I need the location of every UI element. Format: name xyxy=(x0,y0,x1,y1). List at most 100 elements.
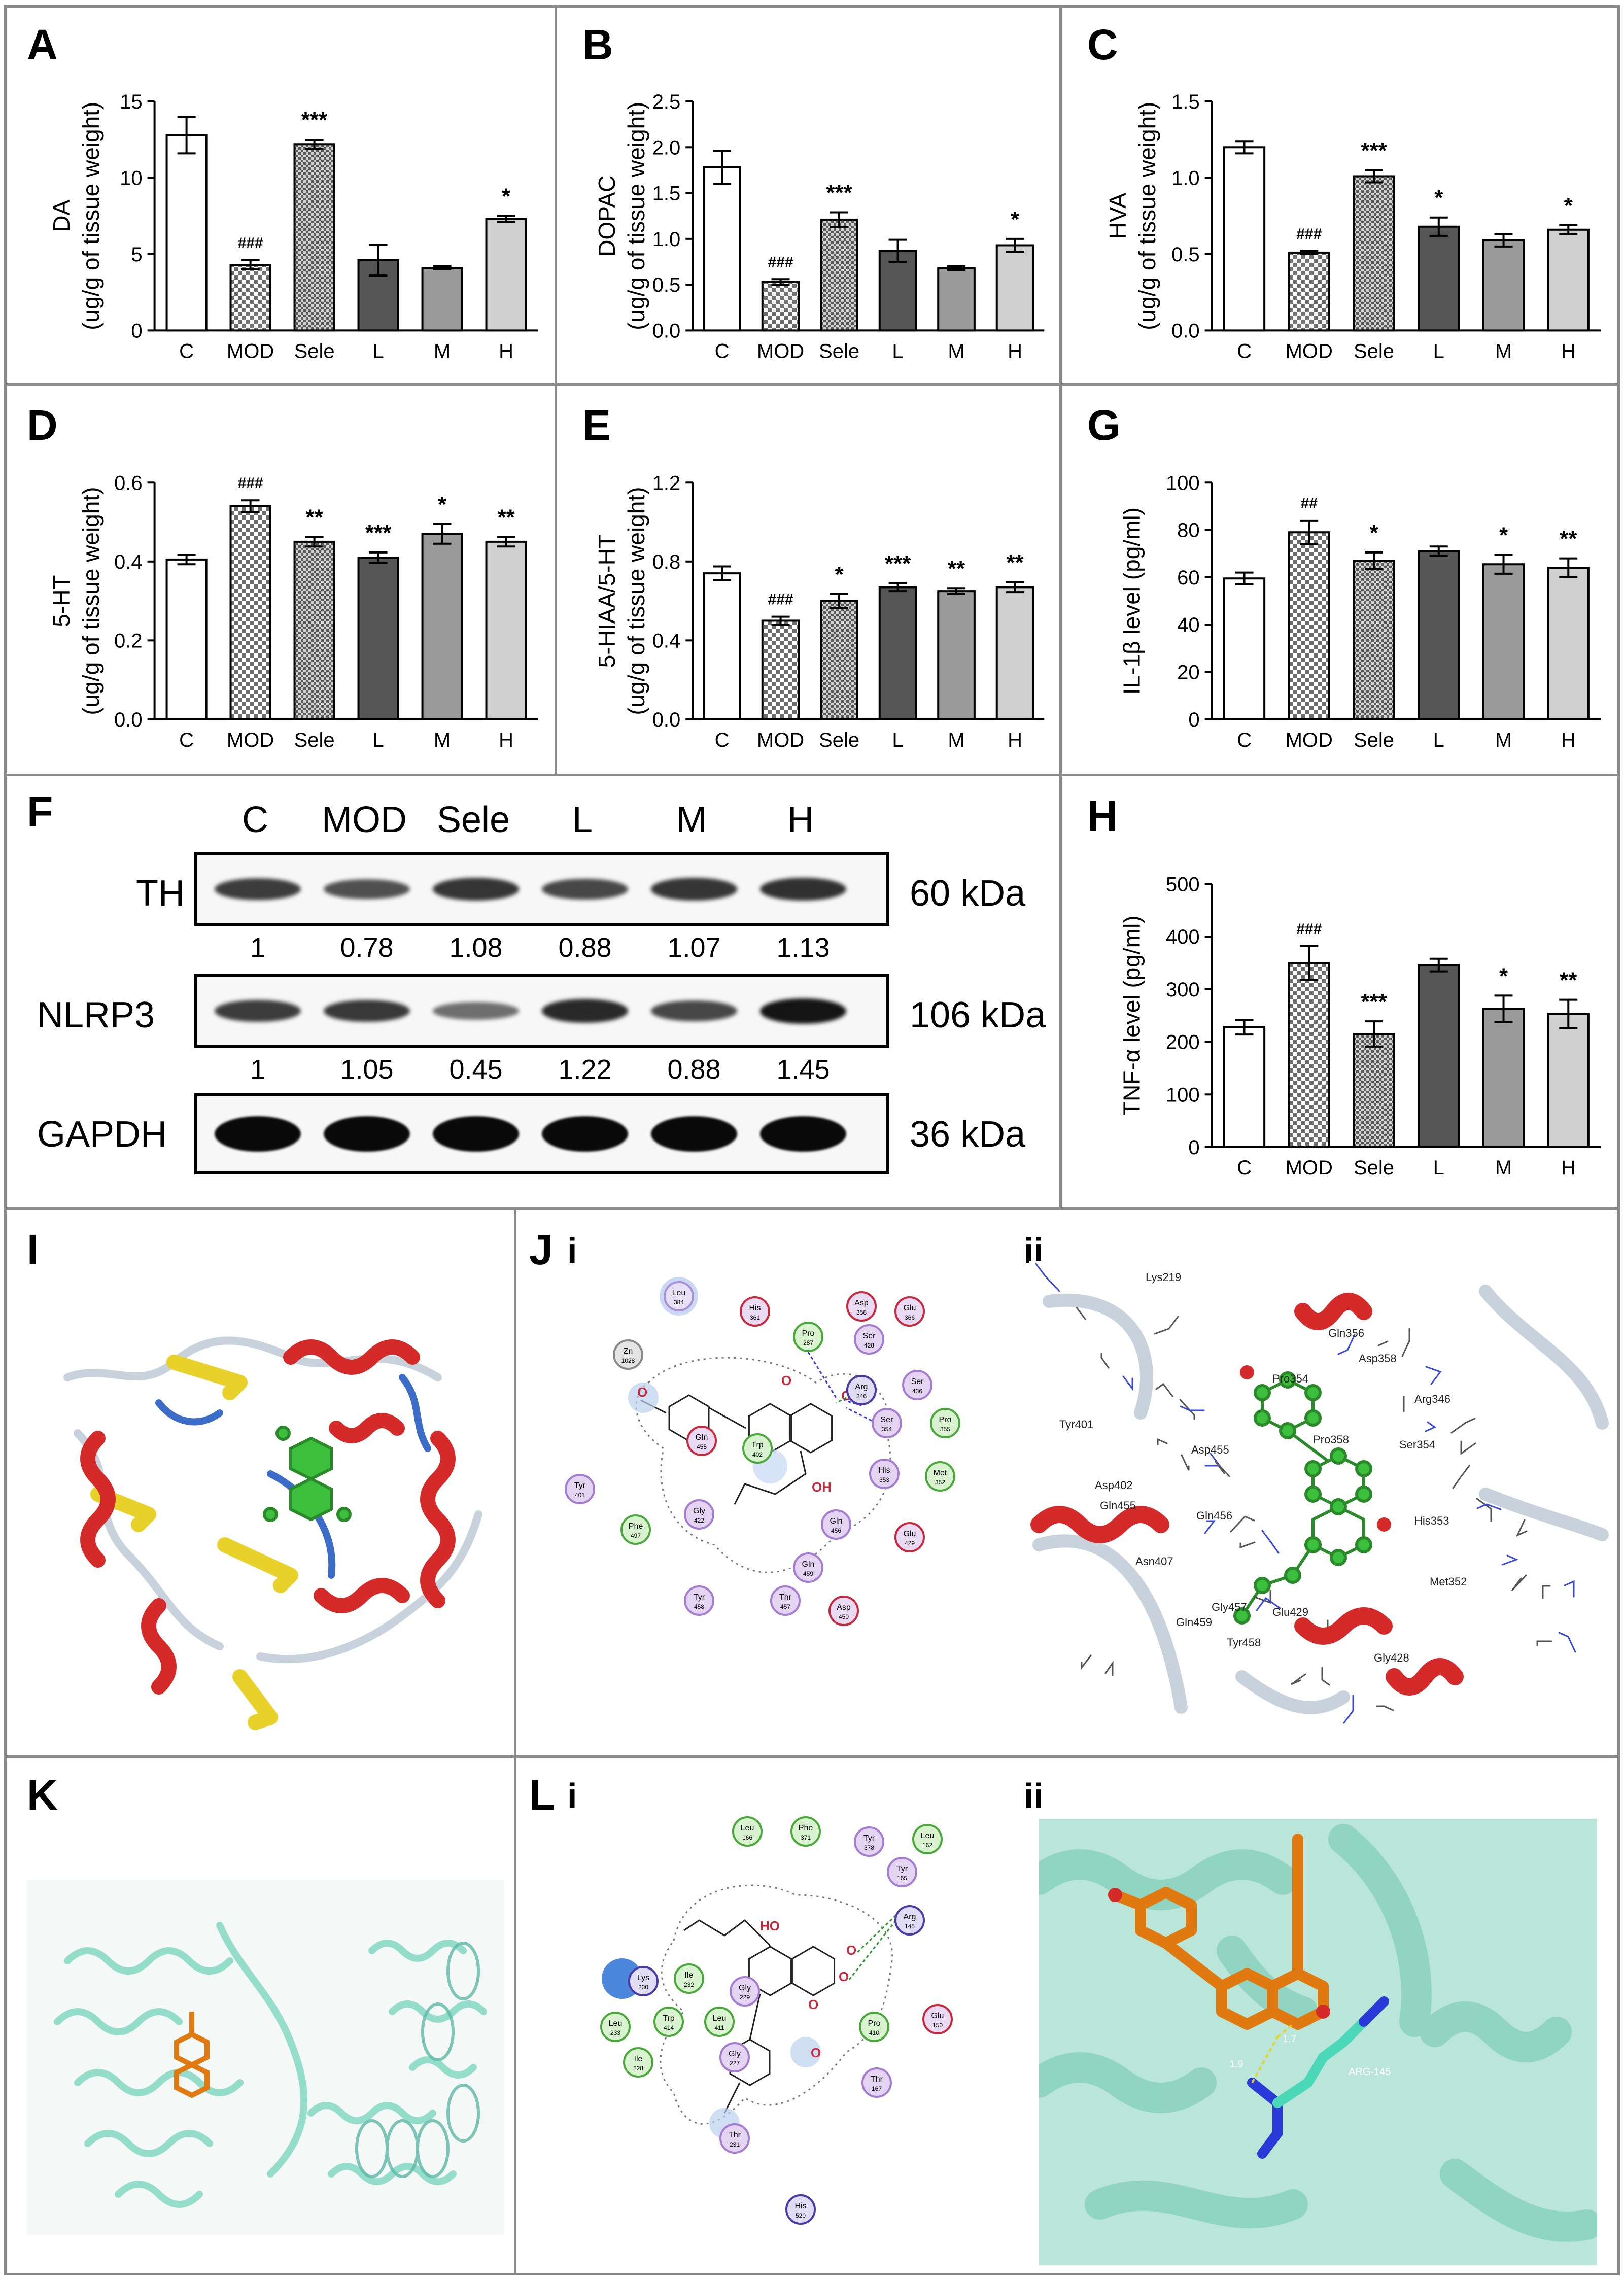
residue-3d-label: Lys219 xyxy=(1146,1271,1181,1284)
x-tick-label: Sele xyxy=(819,340,859,362)
quant-value-TH: 0.78 xyxy=(340,932,394,963)
bar-M xyxy=(937,267,976,332)
residue-number: 384 xyxy=(674,1299,684,1306)
residue-name: Tyr xyxy=(896,1864,908,1873)
panel-label-J-i: i xyxy=(567,1231,577,1270)
y-tick-label: 40 xyxy=(1177,614,1200,636)
residue-name: Asp xyxy=(837,1603,851,1612)
band-NLRP3-H xyxy=(760,998,846,1024)
residue-node: Ser 428 xyxy=(854,1324,884,1355)
y-tick-label: 400 xyxy=(1166,926,1200,948)
y-axis-label: DA xyxy=(48,199,75,232)
h-bond-line xyxy=(836,1392,857,1404)
residue-node: Asp 358 xyxy=(846,1291,877,1322)
significance-mark: * xyxy=(1369,521,1378,545)
significance-mark: * xyxy=(1011,207,1020,232)
ligand-atom-label: O xyxy=(811,2045,821,2060)
y-tick-label: 0.2 xyxy=(114,630,143,652)
residue-number: 354 xyxy=(882,1426,892,1433)
residue-number: 436 xyxy=(912,1388,922,1395)
y-tick-label: 0.4 xyxy=(652,630,681,652)
significance-mark: * xyxy=(1499,963,1508,988)
x-tick-label: H xyxy=(1561,729,1576,751)
residue-number: 166 xyxy=(742,1834,752,1841)
binding-pocket-outline xyxy=(635,1357,891,1573)
residue-3d-label: Tyr401 xyxy=(1059,1418,1093,1431)
residue-3d-label: ARG-145 xyxy=(1349,2066,1391,2078)
residue-name: Lys xyxy=(637,1974,649,1982)
x-tick-label: H xyxy=(1561,1157,1576,1179)
residue-3d-label: Tyr458 xyxy=(1227,1636,1261,1649)
residue-number: 450 xyxy=(839,1613,849,1620)
residue-number: 428 xyxy=(864,1342,874,1349)
lane-label-Sele: Sele xyxy=(436,800,510,840)
residue-node: Gly 229 xyxy=(730,1976,760,2007)
ligand-ring xyxy=(791,1946,836,1996)
significance-mark: *** xyxy=(885,551,911,576)
significance-mark: *** xyxy=(365,521,392,545)
x-tick-label: H xyxy=(499,729,513,751)
bar-M xyxy=(1482,1008,1525,1148)
band-NLRP3-Sele xyxy=(433,1002,519,1020)
residue-name: Ile xyxy=(634,2055,643,2063)
significance-mark: ## xyxy=(1301,495,1318,512)
significance-mark: * xyxy=(1564,193,1573,218)
band-TH-C xyxy=(215,878,301,901)
y-axis-label: DOPAC xyxy=(594,176,620,257)
panel-label-G: G xyxy=(1087,401,1121,449)
x-tick-label: C xyxy=(715,340,730,362)
bar-H xyxy=(485,218,527,332)
x-tick-label: H xyxy=(1561,340,1576,362)
bar-Sele xyxy=(293,540,335,720)
y-tick-label: 1.5 xyxy=(1171,91,1200,113)
quant-value-NLRP3: 1.22 xyxy=(558,1054,612,1085)
residue-name: Trp xyxy=(663,2014,675,2023)
residue-number: 358 xyxy=(856,1309,867,1316)
chart-E: 0.0 0.4 0.8 1.2 5-HIAA/5-HT (ug/g of tissue w… xyxy=(594,472,1045,751)
y-axis-label: (ug/g of tissue weight) xyxy=(623,102,649,330)
x-tick-label: L xyxy=(1433,340,1444,362)
bar-L xyxy=(1418,550,1460,720)
residue-node: Ser 436 xyxy=(902,1370,932,1400)
band-GAPDH-C xyxy=(215,1116,301,1152)
bar-M xyxy=(421,533,463,720)
row-label-NLRP3: NLRP3 xyxy=(37,995,155,1035)
residue-name: Arg xyxy=(904,1913,916,1921)
row-label-GAPDH: GAPDH xyxy=(37,1114,167,1155)
bar-H xyxy=(1547,228,1590,332)
y-tick-label: 0 xyxy=(1188,1136,1199,1159)
panel-label-D: D xyxy=(27,401,58,449)
band-NLRP3-L xyxy=(542,999,628,1023)
panel-E: E 0.0 0.4 0.8 1.2 5-HIAA/5-HT (ug/g of tissue… xyxy=(555,383,1062,776)
ligand-atom-label: O xyxy=(637,1385,647,1400)
residue-name: Gln xyxy=(802,1560,815,1569)
residue-name: Met xyxy=(934,1469,947,1477)
residue-number: 361 xyxy=(750,1314,760,1321)
bar-Sele xyxy=(1353,560,1395,720)
quant-value-TH: 0.88 xyxy=(558,932,612,963)
residue-node: Arg 346 xyxy=(846,1375,877,1405)
x-tick-label: M xyxy=(948,729,964,751)
residue-name: Tyr xyxy=(574,1481,586,1490)
residue-node: His 520 xyxy=(785,2194,816,2225)
x-tick-label: M xyxy=(434,729,451,751)
row-label-TH: TH xyxy=(136,873,185,914)
y-tick-label: 0.5 xyxy=(1171,244,1200,266)
protein-cartoon-K xyxy=(27,1880,504,2235)
panel-L: L i ii HO O O O O Leu 166 Phe 371 Tyr 378 Leu 162 Tyr… xyxy=(514,1755,1620,2275)
x-tick-label: Sele xyxy=(1354,729,1394,751)
y-axis-label: TNF-α level (pg/ml) xyxy=(1118,915,1145,1116)
bar-M xyxy=(1482,239,1525,332)
western-blot: C MOD Sele L M H TH 60 kDa 1 0.78 1.08 0.88 1.07 1.13… xyxy=(7,776,1059,1207)
y-tick-label: 1.5 xyxy=(652,183,681,205)
residue-name: Gln xyxy=(830,1517,843,1526)
residue-name: Trp xyxy=(751,1441,764,1449)
x-tick-label: MOD xyxy=(757,340,804,362)
residue-node: Thr 231 xyxy=(719,2123,750,2154)
residue-number: 165 xyxy=(897,1875,907,1882)
quant-value-NLRP3: 0.88 xyxy=(667,1054,721,1085)
